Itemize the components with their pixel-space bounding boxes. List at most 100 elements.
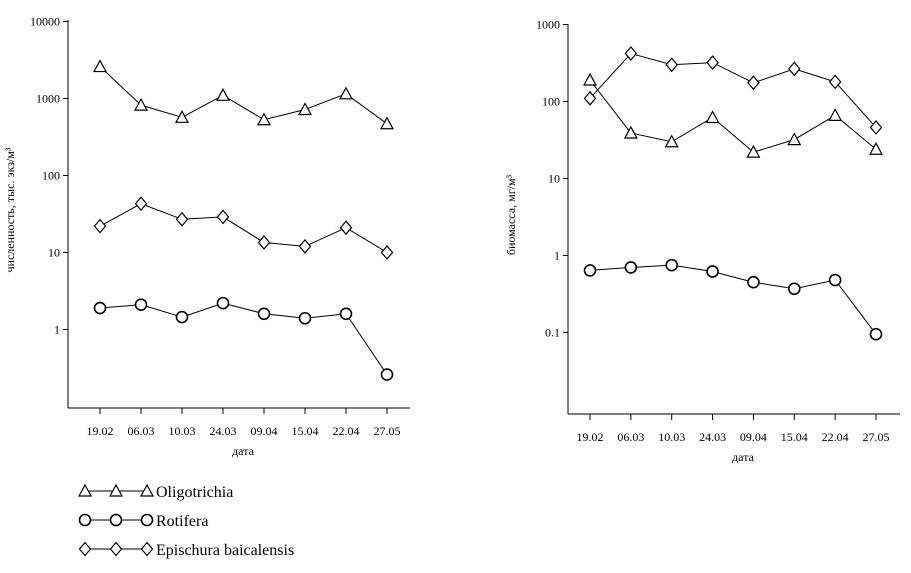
legend-marker — [109, 541, 123, 557]
x-tick-label: 06.03 — [617, 430, 644, 444]
data-point — [380, 368, 394, 381]
x-tick-label: 09.04 — [251, 424, 278, 438]
x-tick-label: 10.03 — [658, 430, 685, 444]
y-tick-label: 100 — [542, 95, 560, 109]
y-tick-label: 100 — [42, 169, 60, 183]
data-point — [706, 265, 719, 278]
x-tick-label: 15.04 — [781, 430, 808, 444]
y-tick-label: 0.1 — [545, 326, 560, 340]
data-point — [216, 209, 230, 225]
x-tick-label: 24.03 — [210, 424, 237, 438]
y-axis-label: биомасса, мг/м³ — [504, 174, 518, 255]
y-tick-label: 1000 — [36, 92, 60, 106]
data-point — [175, 310, 189, 324]
legend-label: Epischura baicalensis — [156, 542, 294, 559]
data-point — [868, 141, 884, 155]
data-point — [828, 273, 842, 287]
data-point — [665, 258, 679, 272]
data-point — [747, 275, 760, 289]
series-line — [99, 66, 388, 125]
y-tick-label: 1000 — [536, 18, 560, 32]
x-tick-label: 19.02 — [577, 430, 604, 444]
data-point — [134, 298, 148, 311]
x-tick-label: 10.03 — [169, 424, 196, 438]
data-point — [747, 75, 760, 91]
data-point — [583, 264, 597, 277]
data-point — [133, 97, 149, 111]
series-line — [589, 52, 877, 128]
legend-marker — [78, 513, 92, 527]
data-point — [623, 125, 638, 139]
data-point — [583, 90, 597, 106]
legend-item: Oligotrichia — [77, 483, 233, 501]
x-axis-label: дата — [732, 450, 755, 464]
y-tick-label: 10000 — [30, 15, 60, 29]
data-point — [787, 282, 801, 296]
data-point — [298, 311, 312, 325]
x-tick-label: 22.04 — [822, 430, 849, 444]
legend-marker — [139, 483, 155, 497]
data-point — [828, 108, 843, 121]
series-line — [589, 79, 877, 153]
legend-marker — [77, 483, 93, 497]
data-point — [869, 327, 883, 341]
x-tick-label: 06.03 — [128, 424, 155, 438]
data-point — [257, 235, 271, 250]
x-tick-label: 19.02 — [87, 424, 114, 438]
data-point — [624, 261, 638, 274]
data-point — [665, 57, 679, 73]
series-diamond — [93, 196, 394, 260]
data-point — [216, 296, 230, 310]
series-diamond — [583, 46, 883, 135]
x-tick-label: 22.04 — [333, 424, 360, 438]
legend-marker — [78, 541, 92, 557]
data-point — [256, 112, 272, 126]
data-point — [380, 245, 394, 260]
series-line — [99, 203, 388, 253]
legend-marker — [140, 513, 154, 527]
legend-label: Oligotrichia — [156, 484, 233, 501]
data-point — [257, 307, 271, 321]
y-tick-label: 1 — [54, 323, 60, 337]
data-point — [298, 238, 312, 254]
x-tick-label: 09.04 — [740, 430, 767, 444]
data-point — [869, 120, 883, 135]
series-line — [589, 264, 877, 335]
y-tick-label: 10 — [548, 172, 560, 186]
data-point — [215, 88, 231, 101]
data-point — [174, 110, 190, 123]
data-point — [706, 55, 719, 71]
legend-item: Rotifera — [78, 513, 208, 530]
x-tick-label: 27.05 — [863, 430, 890, 444]
x-axis-label: дата — [232, 444, 255, 458]
data-point — [746, 144, 761, 158]
data-point — [134, 196, 148, 212]
x-tick-label: 24.03 — [699, 430, 726, 444]
legend-label: Rotifera — [156, 513, 208, 530]
data-point — [582, 72, 598, 86]
data-point — [338, 86, 354, 100]
legend-marker — [108, 483, 124, 497]
legend-marker — [140, 541, 154, 557]
data-point — [92, 59, 108, 73]
data-point — [828, 74, 842, 90]
data-point — [93, 301, 107, 315]
y-axis-label: численность, тыс. экз/м³ — [3, 147, 17, 272]
y-tick-label: 1 — [554, 249, 560, 263]
legend-item: Epischura baicalensis — [78, 541, 294, 559]
data-point — [664, 134, 679, 148]
x-tick-label: 15.04 — [292, 424, 319, 438]
y-tick-label: 10 — [48, 246, 60, 260]
x-tick-label: 27.05 — [374, 424, 401, 438]
series-triangle — [92, 59, 395, 130]
series-line — [99, 302, 388, 375]
data-point — [339, 307, 353, 321]
data-point — [339, 220, 353, 236]
legend: Oligotrichia Rotifera Epischura baicalensi… — [77, 483, 294, 559]
data-point — [705, 110, 720, 124]
data-point — [379, 116, 395, 130]
series-circle — [583, 258, 883, 341]
legend-marker — [109, 513, 123, 527]
chart-panel-2: 0.1 1 10 100 1000 19.02 06.03 10.03 24.03 09.04 15… — [504, 18, 900, 464]
